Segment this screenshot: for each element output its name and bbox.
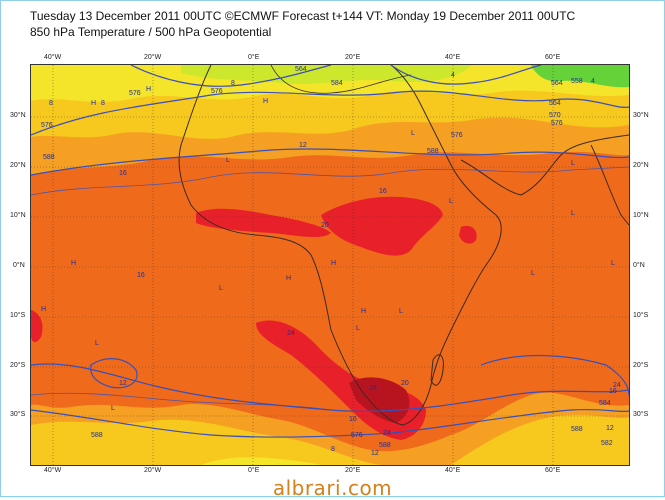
geopot-label: 564	[551, 80, 563, 87]
lon-label-top: 40°E	[445, 54, 460, 61]
lat-label-left: 20°S	[10, 362, 25, 369]
high-marker: H	[286, 275, 291, 282]
forecast-title: Tuesday 13 December 2011 00UTC ©ECMWF Fo…	[30, 8, 575, 24]
high-marker: H	[71, 260, 76, 267]
geopot-label: 588	[379, 442, 391, 449]
lat-label-left: 0°N	[13, 262, 25, 269]
temp-label: 16	[379, 188, 387, 195]
high-marker: H	[331, 260, 336, 267]
temp-label: 16	[349, 416, 357, 423]
geopot-label: 576	[41, 122, 53, 129]
lat-label-right: 20°N	[633, 162, 649, 169]
lat-label-right: 10°N	[633, 212, 649, 219]
geopot-label: 570	[549, 112, 561, 119]
temp-label: 16	[609, 388, 617, 395]
low-marker: L	[226, 157, 230, 164]
geopot-label: 588	[91, 432, 103, 439]
temp-label: 28	[369, 385, 377, 392]
low-marker: L	[219, 285, 223, 292]
lat-label-right: 30°S	[633, 411, 648, 418]
high-marker: H	[361, 308, 366, 315]
low-marker: L	[411, 130, 415, 137]
temp-label: 4	[451, 72, 455, 79]
geopot-label: 576	[211, 88, 223, 95]
low-marker: L	[95, 340, 99, 347]
geopot-label: 576	[129, 90, 141, 97]
lon-label-bottom: 40°W	[44, 467, 61, 474]
geopot-label: 588	[427, 148, 439, 155]
lat-label-left: 20°N	[10, 162, 26, 169]
watermark-text: albrari.com	[0, 476, 665, 500]
temp-label: 8	[49, 100, 53, 107]
temp-label: 20	[401, 380, 409, 387]
low-marker: L	[356, 325, 360, 332]
lon-label-top: 40°W	[44, 54, 61, 61]
high-marker: H	[91, 100, 96, 107]
lon-label-bottom: 20°W	[144, 467, 161, 474]
temp-label: 16	[137, 272, 145, 279]
lon-label-bottom: 0°E	[248, 467, 259, 474]
temp-label: 12	[606, 425, 614, 432]
temp-label: 8	[231, 80, 235, 87]
low-marker: L	[611, 260, 615, 267]
geopot-label: 576	[451, 132, 463, 139]
forecast-subtitle: 850 hPa Temperature / 500 hPa Geopotenti…	[30, 24, 271, 40]
temp-label: 12	[299, 142, 307, 149]
lat-label-right: 0°N	[633, 262, 645, 269]
lon-label-top: 20°W	[144, 54, 161, 61]
low-marker: L	[571, 160, 575, 167]
temp-label: 24	[287, 330, 295, 337]
temp-label: 24	[383, 430, 391, 437]
geopot-label: 588	[571, 426, 583, 433]
geopot-label: 564	[295, 66, 307, 73]
geopot-label: 558	[571, 78, 583, 85]
lat-label-left: 30°N	[10, 112, 26, 119]
lon-label-top: 20°E	[345, 54, 360, 61]
low-marker: L	[399, 308, 403, 315]
lon-label-top: 0°E	[248, 54, 259, 61]
temp-label: 20	[321, 222, 329, 229]
high-marker: H	[263, 98, 268, 105]
lon-label-top: 60°E	[545, 54, 560, 61]
low-marker: L	[111, 405, 115, 412]
low-marker: L	[571, 210, 575, 217]
lon-label-bottom: 20°E	[345, 467, 360, 474]
temp-label: 4	[591, 78, 595, 85]
geopot-label: 576	[551, 120, 563, 127]
map-panel: 8 12 16 16 16 20 24 24 28 20 24 16 12 8 …	[30, 64, 630, 466]
temp-label: 16	[119, 170, 127, 177]
temp-label: 12	[119, 380, 127, 387]
geopot-label: 588	[43, 154, 55, 161]
lon-label-bottom: 60°E	[545, 467, 560, 474]
geopot-label: 576	[351, 432, 363, 439]
geopot-label: 584	[331, 80, 343, 87]
lon-label-bottom: 40°E	[445, 467, 460, 474]
temp-label: 8	[331, 446, 335, 453]
lat-label-left: 10°N	[10, 212, 26, 219]
lat-label-right: 10°S	[633, 312, 648, 319]
geopot-label: 564	[549, 100, 561, 107]
low-marker: L	[449, 198, 453, 205]
lat-label-left: 10°S	[10, 312, 25, 319]
geopot-label: 584	[599, 400, 611, 407]
lat-label-left: 30°S	[10, 411, 25, 418]
high-marker: H	[41, 306, 46, 313]
geopot-label: 582	[601, 440, 613, 447]
temp-label: 12	[371, 450, 379, 457]
lat-label-right: 20°S	[633, 362, 648, 369]
lat-label-right: 30°N	[633, 112, 649, 119]
high-marker: H	[146, 86, 151, 93]
low-marker: L	[531, 270, 535, 277]
temperature-geopotential-map: 8 12 16 16 16 20 24 24 28 20 24 16 12 8 …	[31, 65, 629, 465]
temp-label: 8	[101, 100, 105, 107]
